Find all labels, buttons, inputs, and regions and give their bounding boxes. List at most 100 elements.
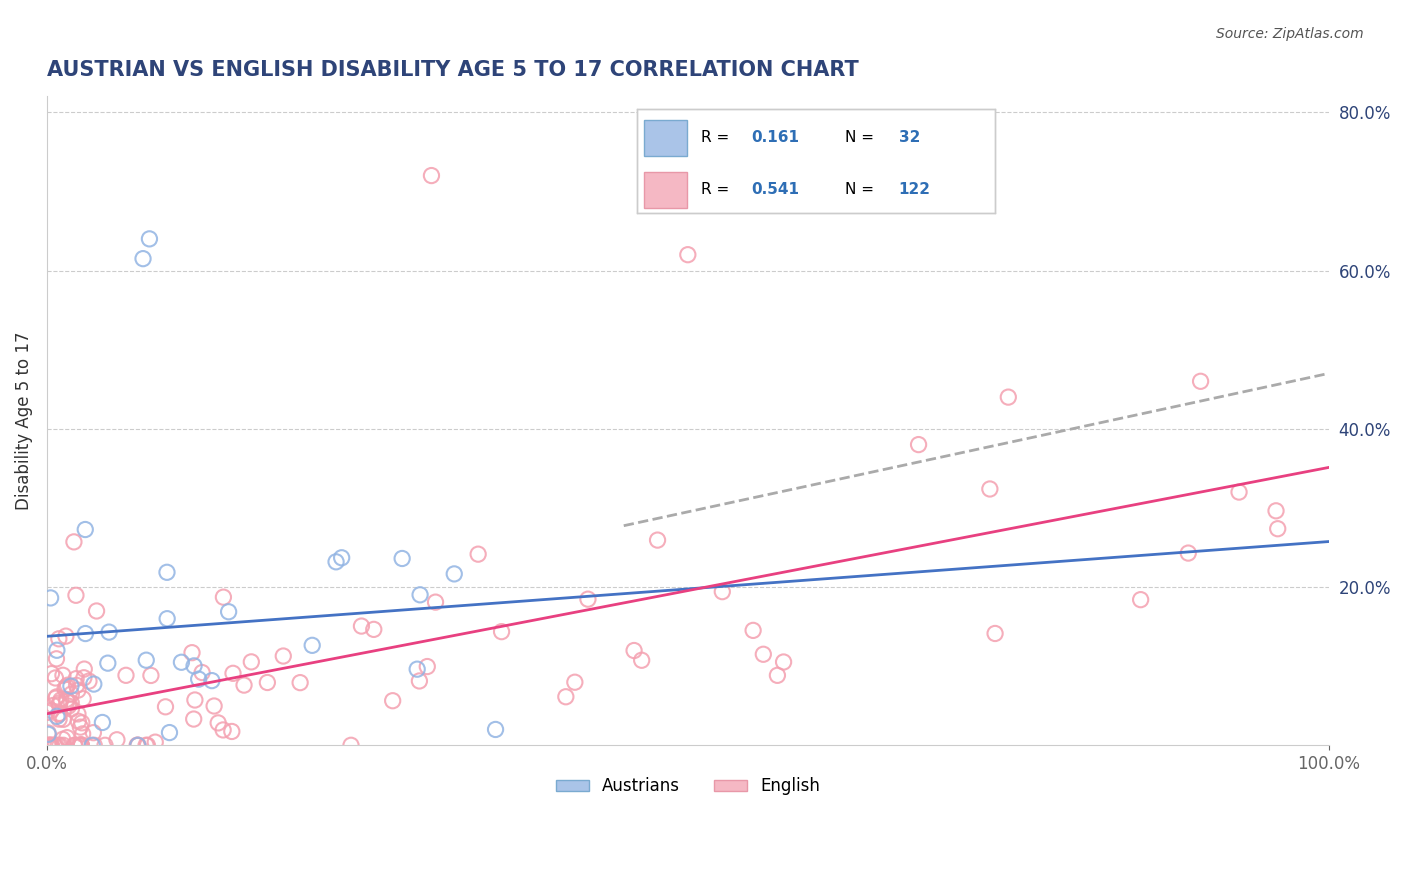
Point: [67, 714, 90, 729]
Point: [45, 643, 67, 657]
Point: [159, 725, 181, 739]
Point: [70, 715, 93, 730]
Point: [39, 703, 62, 717]
Point: [340, 739, 363, 753]
Point: [83, 677, 105, 691]
Point: [742, 624, 765, 638]
Point: [66, 683, 89, 698]
Point: [65, 672, 87, 686]
Point: [44, 671, 66, 685]
Point: [202, 698, 225, 713]
Point: [48, 698, 70, 712]
Point: [55, 692, 77, 706]
Point: [156, 566, 179, 580]
Text: AUSTRIAN VS ENGLISH DISABILITY AGE 5 TO 17 CORRELATION CHART: AUSTRIAN VS ENGLISH DISABILITY AGE 5 TO …: [46, 60, 859, 79]
Point: [59, 679, 82, 693]
Y-axis label: Disability Age 5 to 17: Disability Age 5 to 17: [15, 332, 32, 510]
Point: [425, 595, 447, 609]
Point: [491, 624, 513, 639]
Point: [75, 626, 97, 640]
Point: [97, 656, 120, 670]
Point: [53, 681, 76, 696]
Point: [65, 678, 87, 692]
Point: [676, 248, 699, 262]
Point: [222, 666, 245, 681]
Point: [49, 739, 72, 753]
Point: [127, 739, 149, 753]
Point: [66, 706, 89, 721]
Point: [143, 735, 166, 749]
Point: [60, 696, 83, 710]
Point: [82, 725, 104, 739]
Point: [218, 605, 240, 619]
Point: [70, 738, 93, 752]
Point: [711, 584, 734, 599]
Point: [233, 678, 256, 692]
Point: [39, 591, 62, 605]
Point: [381, 694, 404, 708]
Point: [72, 691, 94, 706]
Point: [443, 566, 465, 581]
Point: [56, 731, 79, 745]
Point: [48, 706, 70, 721]
Point: [1177, 546, 1199, 560]
Point: [58, 699, 80, 714]
Point: [75, 523, 97, 537]
Point: [37, 706, 59, 720]
Point: [52, 712, 75, 726]
Point: [60, 687, 83, 701]
Point: [156, 612, 179, 626]
Point: [647, 533, 669, 547]
Point: [45, 690, 67, 704]
Point: [997, 390, 1019, 404]
Point: [271, 648, 294, 663]
Point: [115, 668, 138, 682]
Point: [38, 739, 60, 753]
Point: [63, 739, 86, 753]
Point: [48, 696, 70, 710]
Point: [183, 658, 205, 673]
Point: [82, 739, 104, 753]
Point: [38, 739, 60, 753]
Point: [63, 739, 86, 753]
Point: [416, 659, 439, 673]
Point: [56, 678, 79, 692]
Point: [191, 665, 214, 680]
Point: [65, 588, 87, 602]
Point: [52, 739, 75, 753]
Point: [187, 672, 209, 686]
Point: [170, 655, 193, 669]
Point: [301, 638, 323, 652]
Point: [135, 653, 157, 667]
Point: [37, 739, 59, 753]
Point: [240, 655, 263, 669]
Point: [1189, 374, 1212, 388]
Point: [46, 739, 69, 753]
Point: [1265, 504, 1288, 518]
Point: [212, 723, 235, 737]
Point: [554, 690, 576, 704]
Text: Source: ZipAtlas.com: Source: ZipAtlas.com: [1216, 27, 1364, 41]
Point: [330, 550, 353, 565]
Point: [37, 726, 59, 740]
Point: [907, 437, 929, 451]
Point: [752, 647, 775, 661]
Point: [391, 551, 413, 566]
Point: [1227, 485, 1250, 500]
Point: [66, 739, 89, 753]
Point: [63, 534, 86, 549]
Point: [772, 655, 794, 669]
Point: [94, 739, 117, 753]
Point: [42, 698, 65, 713]
Point: [70, 739, 93, 753]
Point: [60, 702, 83, 716]
Point: [984, 626, 1007, 640]
Point: [49, 693, 72, 707]
Point: [37, 727, 59, 741]
Point: [350, 619, 373, 633]
Point: [623, 643, 645, 657]
Point: [127, 739, 149, 753]
Point: [69, 720, 91, 734]
Point: [201, 673, 224, 688]
Point: [1129, 592, 1152, 607]
